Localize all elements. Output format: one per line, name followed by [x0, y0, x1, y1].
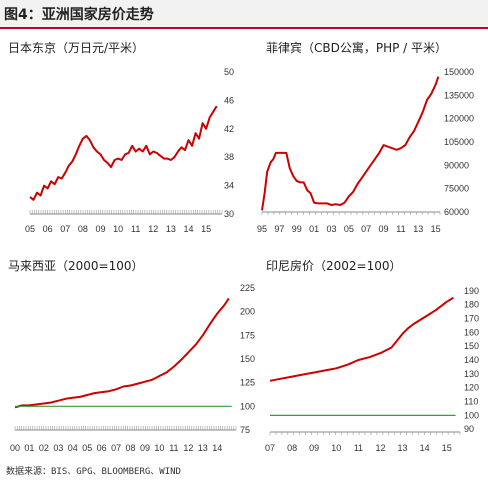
y-tick-label: 150 — [464, 341, 479, 351]
x-tick-label: 14 — [184, 224, 194, 234]
x-tick-label: 07 — [265, 443, 275, 453]
chart-title-indonesia: 印尼房价（2002=100） — [266, 259, 402, 273]
y-tick-label: 150 — [240, 354, 255, 364]
x-tick-label: 09 — [309, 443, 319, 453]
x-tick-label: 09 — [95, 224, 105, 234]
x-tick-label: 09 — [379, 224, 389, 234]
chart-title-tokyo: 日本东京（万日元/平米） — [8, 41, 145, 55]
x-tick-label: 15 — [442, 443, 452, 453]
x-tick-label: 08 — [126, 443, 136, 453]
x-tick-label: 11 — [169, 443, 178, 453]
header-rule — [0, 27, 488, 29]
y-tick-label: 50 — [224, 67, 234, 77]
y-tick-label: 34 — [224, 181, 234, 191]
y-tick-label: 125 — [240, 378, 255, 388]
y-tick-label: 110 — [464, 397, 478, 407]
y-tick-label: 200 — [240, 307, 255, 317]
y-tick-label: 46 — [224, 95, 234, 105]
x-tick-label: 13 — [398, 443, 408, 453]
x-tick-label: 04 — [68, 443, 78, 453]
x-tick-label: 01 — [24, 443, 34, 453]
y-tick-label: 38 — [224, 152, 234, 162]
x-tick-label: 15 — [201, 224, 211, 234]
chart-title-philippines: 菲律宾（CBD公寓，PHP / 平米） — [266, 41, 448, 55]
y-tick-label: 135000 — [444, 90, 474, 100]
x-tick-label: 02 — [39, 443, 49, 453]
x-tick-label: 12 — [148, 224, 158, 234]
x-tick-label: 13 — [198, 443, 208, 453]
y-tick-label: 170 — [464, 313, 479, 323]
x-tick-label: 12 — [375, 443, 385, 453]
y-tick-label: 130 — [464, 369, 479, 379]
x-tick-label: 13 — [413, 224, 423, 234]
x-tick-label: 95 — [257, 224, 267, 234]
x-tick-label: 03 — [326, 224, 336, 234]
x-tick-label: 00 — [10, 443, 20, 453]
y-tick-label: 60000 — [444, 207, 469, 217]
y-tick-label: 190 — [464, 286, 479, 296]
y-tick-label: 90 — [464, 424, 474, 434]
x-tick-label: 14 — [212, 443, 222, 453]
y-tick-label: 100 — [240, 401, 255, 411]
series-line — [269, 296, 454, 382]
x-tick-label: 15 — [431, 224, 441, 234]
y-tick-label: 175 — [240, 330, 255, 340]
y-tick-label: 100 — [464, 410, 479, 420]
x-tick-label: 07 — [60, 224, 70, 234]
x-tick-label: 05 — [25, 224, 35, 234]
y-tick-label: 225 — [240, 283, 255, 293]
x-tick-label: 05 — [344, 224, 354, 234]
y-tick-label: 140 — [464, 355, 479, 365]
header-bar — [0, 0, 488, 27]
x-tick-label: 11 — [354, 443, 363, 453]
y-tick-label: 105000 — [444, 137, 474, 147]
x-tick-label: 10 — [331, 443, 341, 453]
chart-title-malaysia: 马来西亚（2000=100） — [8, 259, 144, 273]
x-tick-label: 01 — [309, 224, 319, 234]
x-tick-label: 11 — [396, 224, 405, 234]
y-tick-label: 90000 — [444, 160, 469, 170]
x-tick-label: 12 — [183, 443, 193, 453]
x-tick-label: 10 — [154, 443, 164, 453]
y-tick-label: 42 — [224, 124, 234, 134]
series-line — [14, 297, 230, 409]
x-tick-label: 08 — [287, 443, 297, 453]
y-tick-label: 160 — [464, 327, 479, 337]
x-tick-label: 14 — [420, 443, 430, 453]
x-tick-label: 07 — [361, 224, 371, 234]
y-tick-label: 75000 — [444, 184, 469, 194]
x-tick-label: 08 — [78, 224, 88, 234]
x-tick-label: 13 — [166, 224, 176, 234]
x-tick-label: 11 — [131, 224, 140, 234]
x-tick-label: 97 — [274, 224, 284, 234]
source-note: 数据来源：BIS、GPG、BLOOMBERG、WIND — [6, 467, 181, 477]
x-tick-label: 06 — [97, 443, 107, 453]
figure-title: 图4：亚洲国家房价走势 — [4, 7, 154, 23]
x-tick-label: 07 — [111, 443, 121, 453]
series-line — [29, 105, 218, 201]
x-tick-label: 06 — [43, 224, 53, 234]
y-tick-label: 150000 — [444, 67, 474, 77]
x-tick-label: 03 — [53, 443, 63, 453]
x-tick-label: 05 — [82, 443, 92, 453]
y-tick-label: 30 — [224, 209, 234, 219]
y-tick-label: 75 — [240, 425, 250, 435]
y-tick-label: 180 — [464, 300, 479, 310]
y-tick-label: 120000 — [444, 114, 474, 124]
y-tick-label: 120 — [464, 383, 479, 393]
x-tick-label: 99 — [292, 224, 302, 234]
series-line — [261, 76, 440, 211]
x-tick-label: 09 — [140, 443, 150, 453]
x-tick-label: 10 — [113, 224, 123, 234]
